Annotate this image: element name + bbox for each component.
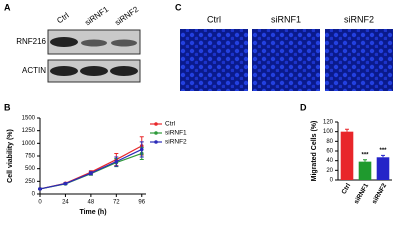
x-axis-label: Time (h) — [79, 209, 106, 216]
y-tick-label: 120 — [323, 120, 334, 126]
y-tick-label: 1250 — [22, 128, 36, 134]
y-tick-label: 0 — [32, 192, 36, 198]
y-tick-label: 40 — [326, 158, 333, 164]
band — [80, 66, 108, 76]
lane-label: siRNF2 — [113, 4, 140, 27]
panel-label: D — [300, 102, 307, 112]
lane-label: siRNF1 — [83, 4, 110, 27]
significance: *** — [379, 148, 387, 154]
panel-label: C — [175, 2, 182, 12]
y-tick-label: 250 — [25, 179, 36, 185]
band — [110, 66, 138, 76]
legend-label: siRNF2 — [165, 139, 187, 146]
band — [81, 39, 107, 47]
y-axis-label: Migrated Cells (%) — [311, 121, 318, 182]
x-tick-label: 72 — [113, 200, 120, 206]
x-tick-label: Ctrl — [341, 182, 353, 195]
band — [50, 37, 78, 47]
panel-label: B — [4, 102, 11, 112]
axis — [39, 118, 146, 195]
y-tick-label: 60 — [326, 149, 333, 155]
x-tick-label: 24 — [62, 200, 69, 206]
y-axis-label: Cell viability (%) — [7, 129, 14, 183]
band — [111, 39, 137, 47]
figure: A RNF216 ACTIN Ctrl siRNF1 siRNF2 C Ctrl… — [4, 2, 393, 216]
legend-marker — [154, 140, 158, 144]
y-tick-label: 100 — [323, 129, 334, 135]
point — [63, 181, 68, 186]
lane-label: siRNF1 — [271, 14, 301, 24]
bar — [376, 157, 390, 180]
error-bar — [381, 154, 385, 158]
error-bar — [363, 159, 367, 162]
y-tick-label: 750 — [25, 154, 36, 160]
error-bar — [345, 128, 349, 132]
micrograph — [180, 29, 248, 91]
y-tick-label: 0 — [330, 178, 334, 184]
panel-label: A — [4, 2, 11, 12]
y-tick-label: 1000 — [22, 141, 36, 147]
point — [38, 187, 42, 191]
x-tick-label: siRNF1 — [353, 182, 370, 205]
band — [50, 66, 78, 76]
bar — [340, 131, 354, 180]
row-label: ACTIN — [22, 66, 46, 75]
micrograph — [252, 29, 320, 91]
legend-label: siRNF1 — [165, 130, 187, 137]
micrograph — [325, 29, 393, 91]
x-tick-label: siRNF2 — [371, 182, 388, 205]
row-label: RNF216 — [16, 37, 46, 46]
line — [39, 148, 143, 190]
legend-marker — [154, 122, 158, 126]
y-tick-label: 1500 — [22, 116, 36, 122]
y-tick-label: 500 — [25, 166, 36, 172]
y-tick-label: 80 — [326, 139, 333, 145]
significance: *** — [361, 152, 369, 158]
lane-label: Ctrl — [207, 14, 221, 24]
point — [114, 159, 119, 164]
line — [39, 145, 143, 190]
y-tick-label: 20 — [326, 168, 333, 174]
point — [89, 171, 93, 176]
lane-label: siRNF2 — [344, 14, 374, 24]
legend-label: Ctrl — [165, 121, 176, 128]
x-tick-label: 96 — [138, 200, 145, 206]
x-tick-label: 0 — [38, 200, 42, 206]
bar — [358, 161, 372, 180]
legend-marker — [154, 131, 158, 135]
x-tick-label: 48 — [88, 200, 95, 206]
lane-label: Ctrl — [55, 11, 71, 26]
point — [139, 147, 144, 152]
